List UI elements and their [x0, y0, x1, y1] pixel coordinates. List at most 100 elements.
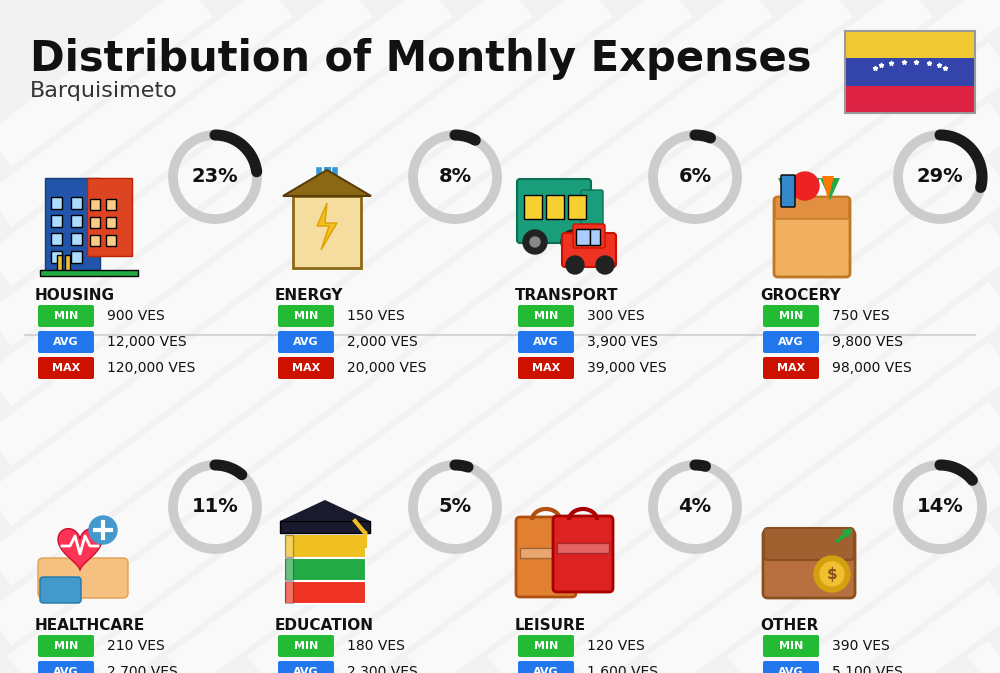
Polygon shape: [820, 178, 840, 200]
Text: MIN: MIN: [294, 311, 318, 321]
FancyBboxPatch shape: [581, 190, 603, 232]
Text: ENERGY: ENERGY: [275, 288, 344, 303]
Text: 120 VES: 120 VES: [587, 639, 645, 653]
FancyBboxPatch shape: [285, 558, 293, 580]
FancyBboxPatch shape: [516, 517, 576, 597]
Text: OTHER: OTHER: [760, 618, 818, 633]
FancyBboxPatch shape: [45, 178, 100, 273]
Text: 6%: 6%: [678, 168, 712, 186]
Text: AVG: AVG: [778, 337, 804, 347]
FancyBboxPatch shape: [40, 577, 81, 603]
FancyBboxPatch shape: [278, 357, 334, 379]
FancyBboxPatch shape: [590, 229, 600, 245]
FancyBboxPatch shape: [518, 331, 574, 353]
Polygon shape: [283, 170, 371, 196]
FancyBboxPatch shape: [65, 255, 70, 273]
FancyBboxPatch shape: [764, 528, 854, 560]
FancyBboxPatch shape: [106, 235, 116, 246]
FancyBboxPatch shape: [293, 196, 361, 268]
FancyBboxPatch shape: [845, 59, 975, 85]
Text: 300 VES: 300 VES: [587, 309, 645, 323]
Text: TRANSPORT: TRANSPORT: [515, 288, 618, 303]
FancyBboxPatch shape: [775, 197, 849, 219]
Text: LEISURE: LEISURE: [515, 618, 586, 633]
FancyBboxPatch shape: [38, 305, 94, 327]
Circle shape: [791, 172, 819, 200]
Text: 29%: 29%: [917, 168, 963, 186]
FancyBboxPatch shape: [38, 635, 94, 657]
FancyBboxPatch shape: [284, 580, 366, 604]
FancyBboxPatch shape: [278, 331, 334, 353]
Circle shape: [89, 516, 117, 544]
FancyBboxPatch shape: [71, 197, 82, 209]
Text: 150 VES: 150 VES: [347, 309, 405, 323]
Text: MAX: MAX: [292, 363, 320, 373]
Text: 750 VES: 750 VES: [832, 309, 890, 323]
Text: 2,700 VES: 2,700 VES: [107, 665, 178, 673]
Text: MIN: MIN: [294, 641, 318, 651]
Text: MIN: MIN: [54, 311, 78, 321]
FancyBboxPatch shape: [90, 199, 100, 210]
FancyBboxPatch shape: [573, 224, 605, 248]
Polygon shape: [280, 500, 370, 521]
Text: AVG: AVG: [533, 337, 559, 347]
Text: Distribution of Monthly Expenses: Distribution of Monthly Expenses: [30, 38, 812, 80]
Text: HEALTHCARE: HEALTHCARE: [35, 618, 145, 633]
FancyBboxPatch shape: [285, 581, 293, 603]
FancyBboxPatch shape: [518, 635, 574, 657]
FancyBboxPatch shape: [763, 661, 819, 673]
FancyBboxPatch shape: [284, 557, 366, 581]
Text: 180 VES: 180 VES: [347, 639, 405, 653]
Text: 210 VES: 210 VES: [107, 639, 165, 653]
Text: 2,300 VES: 2,300 VES: [347, 665, 418, 673]
Circle shape: [820, 562, 844, 586]
Text: AVG: AVG: [533, 667, 559, 673]
FancyBboxPatch shape: [71, 251, 82, 263]
Circle shape: [561, 230, 585, 254]
FancyBboxPatch shape: [38, 331, 94, 353]
FancyBboxPatch shape: [71, 233, 82, 245]
FancyBboxPatch shape: [517, 179, 591, 243]
FancyBboxPatch shape: [553, 516, 613, 592]
FancyBboxPatch shape: [520, 548, 572, 558]
FancyBboxPatch shape: [40, 270, 138, 276]
Circle shape: [814, 556, 850, 592]
Text: 98,000 VES: 98,000 VES: [832, 361, 912, 375]
Text: EDUCATION: EDUCATION: [275, 618, 374, 633]
Text: MIN: MIN: [534, 641, 558, 651]
FancyBboxPatch shape: [562, 233, 616, 267]
FancyBboxPatch shape: [87, 178, 132, 256]
Text: 39,000 VES: 39,000 VES: [587, 361, 667, 375]
FancyBboxPatch shape: [278, 305, 334, 327]
FancyBboxPatch shape: [57, 255, 62, 273]
FancyBboxPatch shape: [781, 175, 795, 207]
FancyBboxPatch shape: [576, 229, 590, 245]
FancyBboxPatch shape: [845, 85, 975, 113]
Text: MAX: MAX: [777, 363, 805, 373]
FancyBboxPatch shape: [763, 530, 855, 598]
Text: $: $: [827, 567, 837, 581]
Text: GROCERY: GROCERY: [760, 288, 841, 303]
Polygon shape: [778, 178, 798, 200]
FancyBboxPatch shape: [568, 195, 586, 219]
Text: 1,600 VES: 1,600 VES: [587, 665, 658, 673]
Circle shape: [530, 237, 540, 247]
FancyBboxPatch shape: [763, 331, 819, 353]
FancyBboxPatch shape: [278, 661, 334, 673]
Text: AVG: AVG: [53, 667, 79, 673]
Circle shape: [566, 256, 584, 274]
Polygon shape: [58, 528, 102, 570]
Text: MAX: MAX: [52, 363, 80, 373]
FancyBboxPatch shape: [524, 195, 542, 219]
Circle shape: [596, 256, 614, 274]
Text: 5,100 VES: 5,100 VES: [832, 665, 903, 673]
Text: 900 VES: 900 VES: [107, 309, 165, 323]
FancyBboxPatch shape: [518, 661, 574, 673]
FancyBboxPatch shape: [763, 357, 819, 379]
FancyBboxPatch shape: [90, 217, 100, 228]
Text: 12,000 VES: 12,000 VES: [107, 335, 187, 349]
FancyBboxPatch shape: [546, 195, 564, 219]
Text: MIN: MIN: [54, 641, 78, 651]
Text: 2,000 VES: 2,000 VES: [347, 335, 418, 349]
FancyBboxPatch shape: [763, 305, 819, 327]
